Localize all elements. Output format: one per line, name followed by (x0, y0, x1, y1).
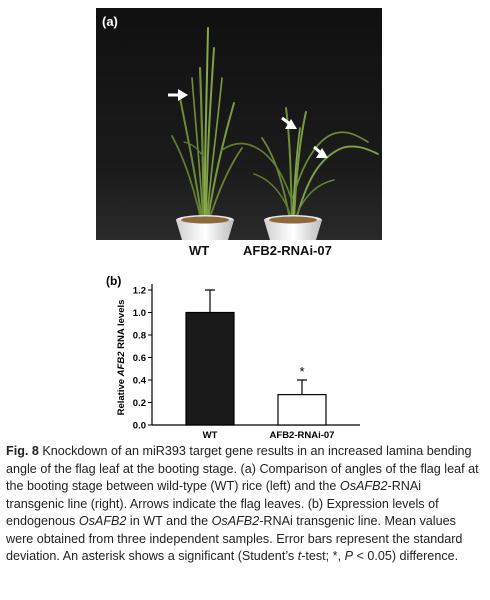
panel-b-chart: (b) Relative AFB2 RNA levels 0.0 0.2 0.4 0.… (100, 270, 400, 440)
y-tick-label: 0.6 (133, 353, 146, 364)
wt-pot (176, 215, 234, 240)
rnai-pot (264, 215, 322, 240)
panel-a-photo: (a) (96, 8, 382, 240)
y-tick-label: 0.0 (133, 421, 146, 432)
caption-segment: in WT and the (126, 514, 211, 528)
y-tick-label: 1.2 (133, 286, 146, 297)
x-tick-label: AFB2-RNAi-07 (270, 430, 335, 440)
sample-label-wt: WT (189, 243, 209, 258)
caption-segment: OsAFB2 (212, 514, 260, 528)
bar (186, 313, 234, 426)
photo-background (96, 8, 382, 240)
y-tick-label: 0.4 (133, 376, 147, 387)
panel-a-label: (a) (102, 14, 118, 29)
x-tick-label: WT (203, 430, 218, 440)
rice-plants-photo: (a) (96, 8, 382, 240)
bar-chart: (b) Relative AFB2 RNA levels 0.0 0.2 0.4 0.… (100, 270, 400, 440)
caption-segment: OsAFB2 (79, 514, 127, 528)
figure-caption: Fig. 8 Knockdown of an miR393 target gen… (6, 443, 482, 566)
caption-segment: -test; *, (301, 549, 344, 563)
y-tick-label: 1.0 (133, 308, 146, 319)
caption-segment: < 0.05) difference. (353, 549, 458, 563)
panel-b-label: (b) (106, 274, 121, 288)
caption-segment: P (345, 549, 353, 563)
y-tick-label: 0.8 (133, 331, 146, 342)
y-axis-label-part: Relative (116, 376, 127, 415)
significance-asterisk: * (299, 364, 304, 379)
sample-label-rnai: AFB2-RNAi-07 (243, 243, 332, 258)
y-tick-label: 0.2 (133, 398, 146, 409)
y-axis-label: Relative AFB2 RNA levels (116, 300, 127, 416)
caption-segment: OsAFB2 (340, 479, 388, 493)
y-axis-label-part: AFB2 (116, 351, 127, 378)
chart-bars: WT AFB2-RNAi-07 * (186, 290, 334, 440)
caption-text: Knockdown of an miR393 target gene resul… (6, 444, 479, 563)
figure-number: Fig. 8 (6, 444, 39, 458)
y-axis-label-part: RNA levels (116, 300, 127, 352)
bar (278, 395, 326, 425)
panel-a-sample-labels: WT AFB2-RNAi-07 (96, 243, 382, 263)
